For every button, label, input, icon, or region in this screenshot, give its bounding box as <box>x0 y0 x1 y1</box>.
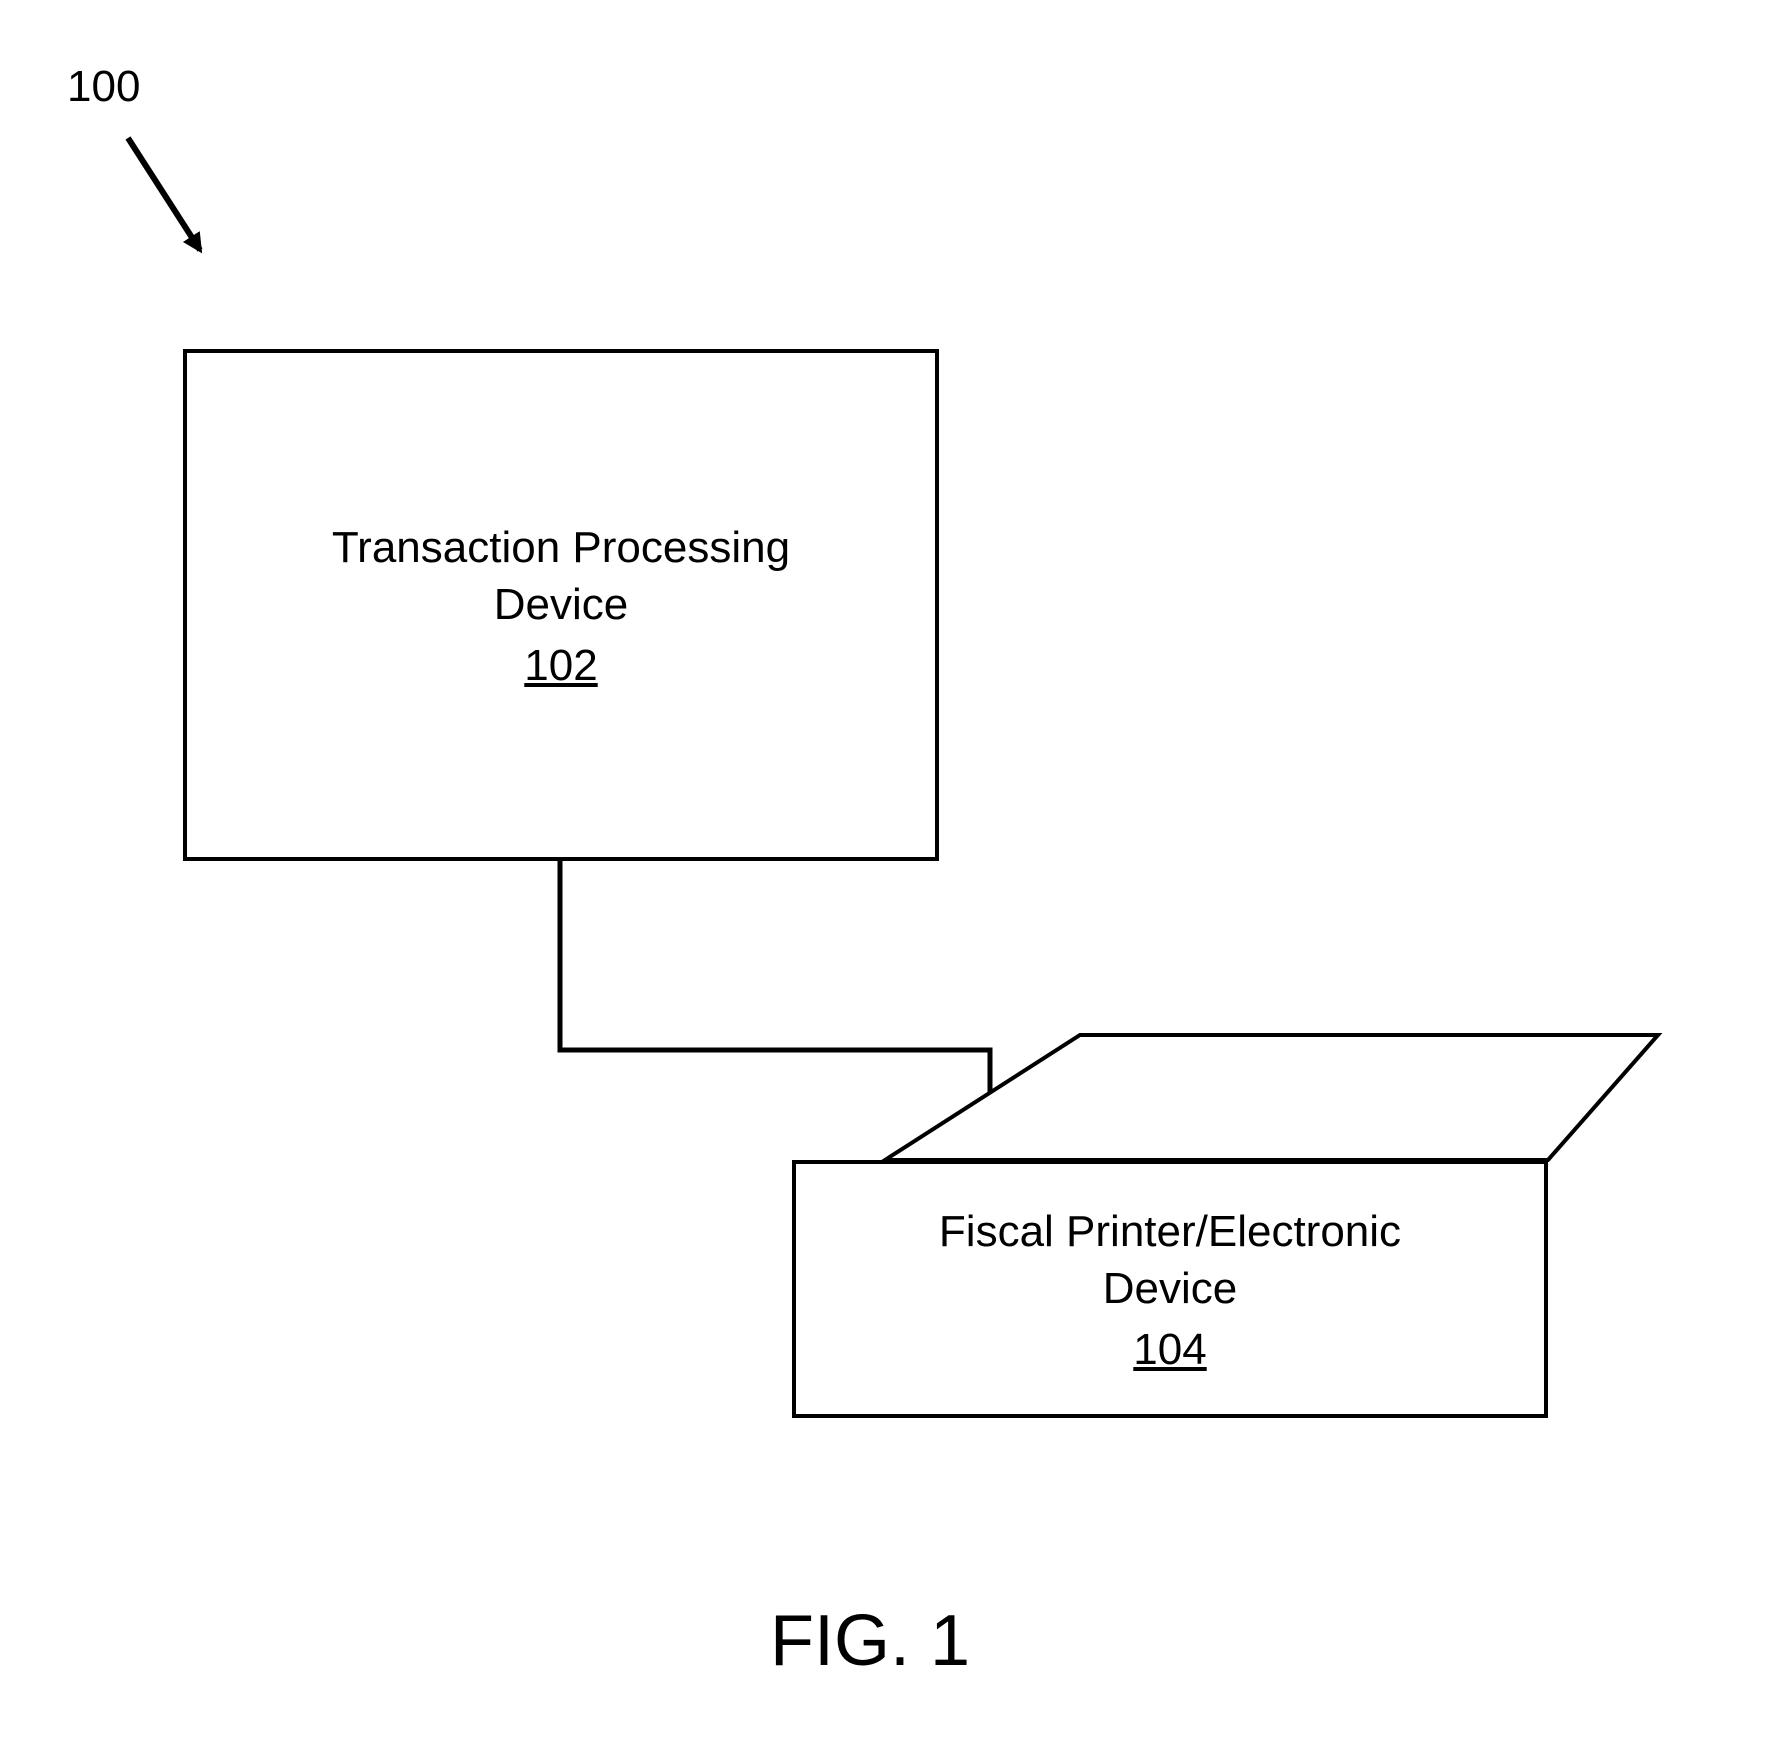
box1-title-line1: Transaction Processing <box>332 523 790 572</box>
printer-paper-icon <box>885 1035 1658 1160</box>
ref-100-arrow <box>128 138 200 250</box>
box-fiscal-printer-device: Fiscal Printer/Electronic Device 104 <box>792 1160 1548 1418</box>
box2-ref: 104 <box>1133 1325 1206 1375</box>
connector-arrow <box>560 861 990 1148</box>
box2-title-line2: Device <box>1103 1264 1238 1313</box>
box2-title: Fiscal Printer/Electronic Device <box>939 1203 1401 1317</box>
box2-title-line1: Fiscal Printer/Electronic <box>939 1207 1401 1256</box>
diagram-svg-overlay <box>0 0 1782 1750</box>
figure-reference-number: 100 <box>67 62 140 112</box>
figure-label: FIG. 1 <box>770 1600 970 1682</box>
box1-title: Transaction Processing Device <box>332 519 790 633</box>
box1-ref: 102 <box>524 641 597 691</box>
box-transaction-processing-device: Transaction Processing Device 102 <box>183 349 939 861</box>
box1-title-line2: Device <box>494 580 629 629</box>
